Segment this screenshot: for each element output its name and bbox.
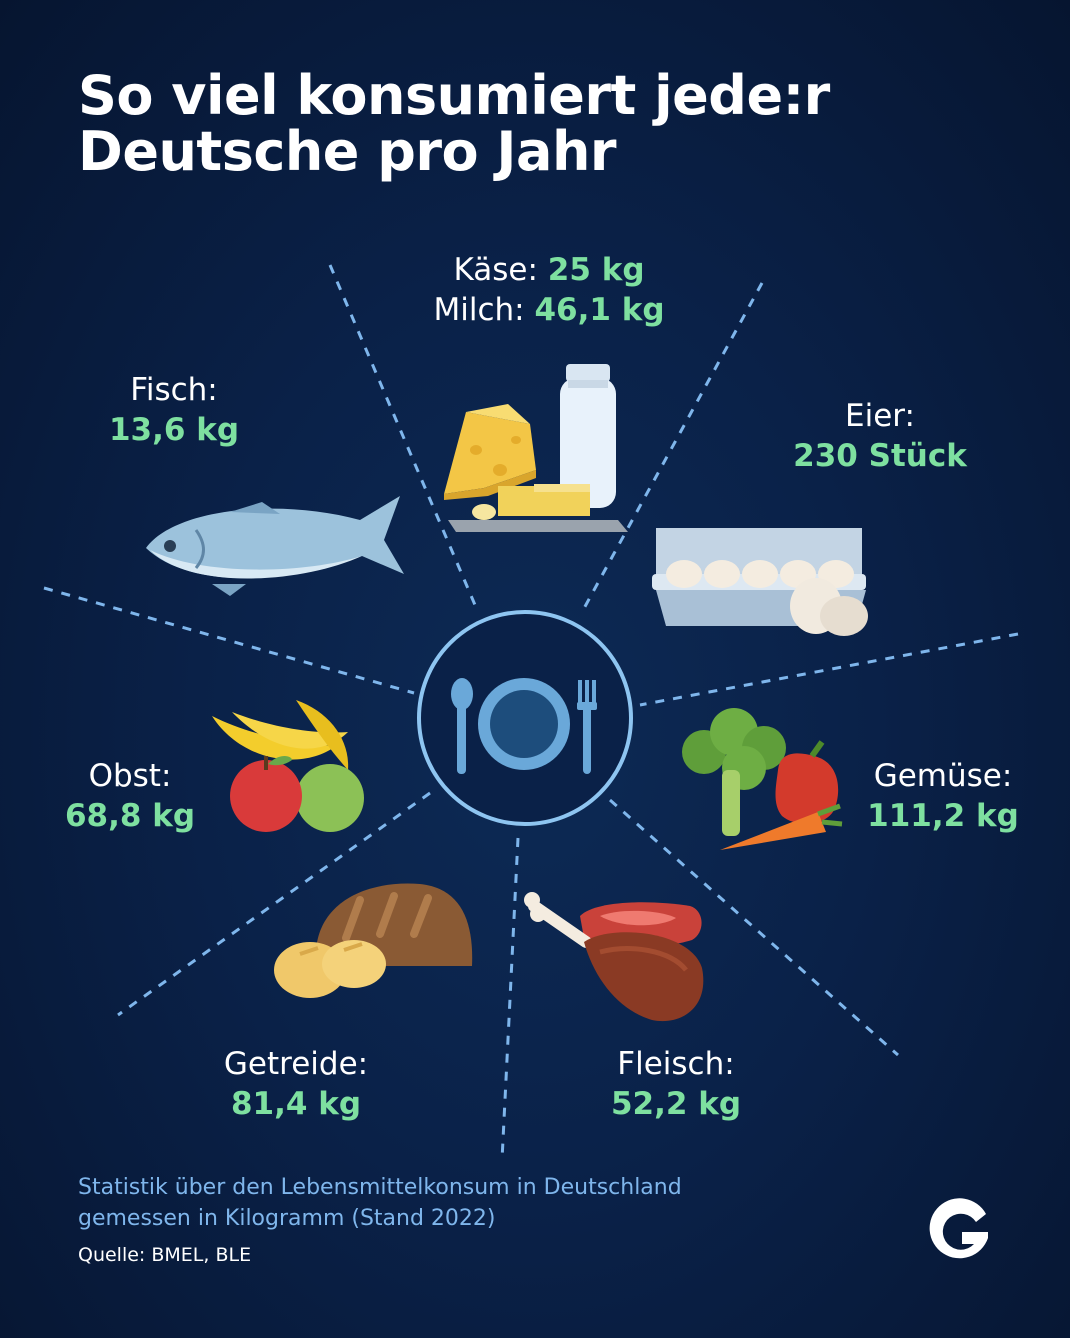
vegetables-icon	[682, 708, 843, 850]
fish-icon	[146, 496, 404, 596]
getreide-label: Getreide:	[223, 1046, 369, 1082]
cheese-milk-icon	[444, 364, 628, 532]
fisch-value: 13,6 kg	[108, 412, 240, 448]
caption-line-1: Statistik über den Lebensmittelkonsum in…	[78, 1175, 682, 1200]
milch-label: Milch:	[433, 292, 525, 328]
gemuese-label: Gemüse:	[873, 758, 1013, 794]
caption: Statistik über den Lebensmittelkonsum in…	[78, 1172, 838, 1234]
kaese-value: 25 kg	[547, 252, 645, 288]
eier-value: 230 Stück	[793, 438, 967, 474]
bread-icon	[274, 883, 473, 998]
g-logo-icon	[929, 1198, 988, 1259]
milch-value: 46,1 kg	[534, 292, 665, 328]
fisch-label: Fisch:	[130, 372, 218, 408]
label-getreide: Getreide: 81,4 kg	[196, 1044, 396, 1124]
title-line-2: Deutsche pro Jahr	[78, 120, 617, 183]
fleisch-value: 52,2 kg	[610, 1086, 742, 1122]
eggs-icon	[652, 528, 868, 636]
getreide-value: 81,4 kg	[230, 1086, 362, 1122]
label-obst: Obst: 68,8 kg	[40, 756, 220, 836]
eier-label: Eier:	[845, 398, 915, 434]
obst-label: Obst:	[88, 758, 172, 794]
meat-icon	[524, 892, 704, 1022]
label-eier: Eier: 230 Stück	[770, 396, 990, 476]
caption-line-2: gemessen in Kilogramm (Stand 2022)	[78, 1206, 496, 1231]
fleisch-label: Fleisch:	[617, 1046, 735, 1082]
label-fleisch: Fleisch: 52,2 kg	[576, 1044, 776, 1124]
label-fisch: Fisch: 13,6 kg	[74, 370, 274, 450]
source-note: Quelle: BMEL, BLE	[78, 1244, 252, 1266]
gemuese-value: 111,2 kg	[867, 798, 1019, 834]
dashed-dividers	[43, 264, 1019, 1161]
label-gemuese: Gemüse: 111,2 kg	[858, 756, 1028, 836]
kaese-label: Käse:	[453, 252, 538, 288]
fruit-icon	[212, 700, 364, 832]
plate-icon	[417, 610, 633, 826]
label-kaese-milch: Käse: 25 kg Milch: 46,1 kg	[404, 250, 694, 330]
page-title: So viel konsumiert jede:r Deutsche pro J…	[78, 68, 978, 180]
obst-value: 68,8 kg	[64, 798, 196, 834]
title-line-1: So viel konsumiert jede:r	[78, 64, 830, 127]
